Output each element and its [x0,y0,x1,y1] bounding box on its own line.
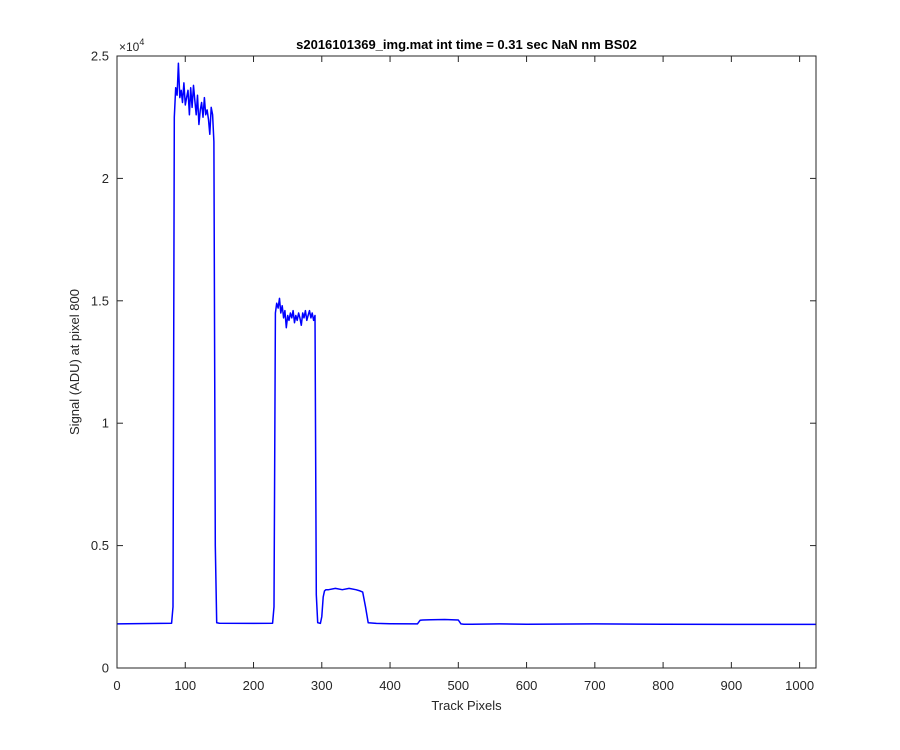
series-line-0 [116,62,816,626]
x-tick-label: 400 [379,678,401,693]
axes-box [116,55,817,669]
x-tick-label: 900 [721,678,743,693]
x-tick-label: 100 [174,678,196,693]
x-tick-label: 700 [584,678,606,693]
x-axis-label: Track Pixels [431,698,502,713]
y-axis-exponent-power: 4 [139,37,144,47]
y-tick-label: 1 [102,416,109,431]
y-tick-label: 1.5 [91,293,109,308]
x-tick-label: 600 [516,678,538,693]
x-tick-label: 500 [447,678,469,693]
text-layer: s2016101369_img.mat int time = 0.31 sec … [67,37,637,713]
y-axis-exponent-base: ×10 [119,40,140,54]
y-tick-label: 2 [102,171,109,186]
chart-title: s2016101369_img.mat int time = 0.31 sec … [296,37,637,52]
x-tick-label: 200 [243,678,265,693]
y-axis-exponent: ×104 [119,37,144,54]
y-axis-label: Signal (ADU) at pixel 800 [67,289,82,435]
y-tick-label: 2.5 [91,49,109,64]
plot-area [117,56,816,668]
y-tick-label: 0.5 [91,538,109,553]
x-tick-label: 0 [113,678,120,693]
axes-layer: 0 100 200 300 400 500 600 700 800 900 1000 0 0.5 1 1.5… [91,49,817,693]
x-tick-label: 300 [311,678,333,693]
y-tick-label: 0 [102,661,109,676]
x-tick-label: 1000 [785,678,814,693]
series-layer [116,62,816,626]
x-tick-label: 800 [652,678,674,693]
